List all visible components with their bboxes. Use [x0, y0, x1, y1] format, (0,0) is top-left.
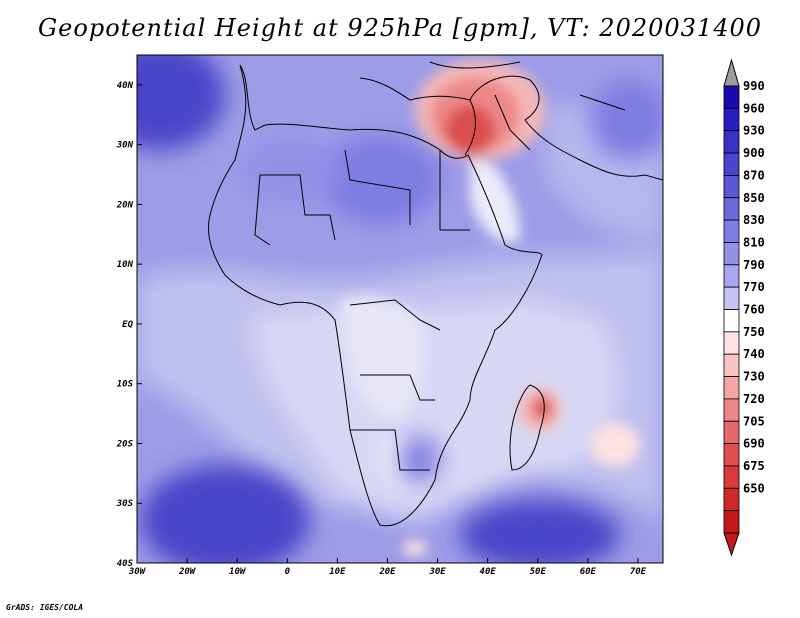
colorbar-level-label: 770 — [743, 280, 765, 294]
border — [360, 374, 435, 401]
colorbar-level-label: 810 — [743, 235, 765, 249]
colorbar-level-label: 750 — [743, 325, 765, 339]
colorbar-level-label: 930 — [743, 124, 765, 138]
border — [344, 149, 411, 225]
border — [494, 94, 531, 151]
colorbar-swatch — [723, 398, 740, 422]
lon-tick-label: 30E — [428, 567, 446, 577]
colorbar-level-label: 650 — [743, 481, 765, 495]
colorbar-swatch — [723, 286, 740, 310]
colorbar-level-label: 690 — [743, 437, 765, 451]
colorbar-level-label: 730 — [743, 370, 765, 384]
colorbar-swatch — [723, 420, 740, 445]
lon-tick-label: 10E — [329, 567, 346, 577]
lon-tick-label: 30W — [128, 567, 147, 577]
colorbar-level-label: 675 — [743, 459, 765, 473]
field-deep-purple — [137, 55, 663, 563]
lat-tick-label: 40N — [117, 81, 134, 91]
lon-tick-label: 0 — [285, 567, 291, 577]
plot-frame — [136, 54, 664, 564]
colorbar-level-label: 720 — [743, 392, 765, 406]
colorbar-swatch — [723, 264, 740, 288]
colorbar-level-label: 830 — [743, 213, 765, 227]
lat-tick-label: 10S — [117, 380, 134, 390]
lat-tick-label: 30N — [116, 141, 134, 151]
credit-text: GrADS: IGES/COLA — [6, 603, 84, 612]
colorbar-swatch — [723, 465, 740, 489]
lat-tick-label: 10N — [117, 260, 134, 270]
colorbar-swatch — [723, 152, 740, 176]
black-sea-coast — [429, 61, 521, 69]
lon-tick-label: 10W — [229, 567, 247, 577]
colorbar-swatch — [723, 443, 740, 467]
colorbar-swatch — [723, 487, 740, 512]
caspian-coast — [579, 94, 626, 111]
colorbar-swatch — [723, 331, 740, 355]
colorbar-level-label: 705 — [743, 414, 765, 428]
coastlines — [207, 61, 663, 527]
border — [254, 174, 271, 246]
colorbar-level-label: 740 — [743, 347, 765, 361]
colorbar-level-label: 900 — [743, 146, 765, 160]
colorbar-swatch — [723, 174, 740, 199]
border — [260, 174, 336, 241]
colorbar-swatch — [723, 85, 740, 109]
colorbar-swatch — [723, 353, 740, 377]
colorbar: 990 960 930 900 870 850 830 810 790 770 760 750 740 7… — [723, 58, 765, 557]
colorbar-swatch — [723, 376, 740, 400]
lon-tick-label: 20E — [378, 567, 396, 577]
mediterranean-coastline — [359, 77, 471, 101]
colorbar-level-label: 990 — [743, 79, 765, 93]
middle-east-coastline — [464, 75, 663, 181]
colorbar-level-label: 870 — [743, 168, 765, 182]
height-field — [137, 55, 663, 563]
lon-tick-label: 50E — [530, 567, 547, 577]
colorbar-top-arrow — [723, 58, 740, 87]
colorbar-swatch — [723, 242, 740, 266]
colorbar-swatch — [723, 107, 740, 132]
field-low-madagascar — [403, 388, 640, 556]
colorbar-level-label: 960 — [743, 101, 765, 115]
lat-tick-label: EQ — [122, 320, 133, 330]
colorbar-bottom-arrow — [723, 532, 740, 557]
border — [349, 299, 441, 331]
border — [350, 429, 430, 471]
lat-tick-label: 40S — [117, 559, 134, 569]
lon-tick-label: 60E — [580, 567, 597, 577]
colorbar-level-label: 850 — [743, 191, 765, 205]
colorbar-swatch — [723, 219, 740, 243]
lon-axis: 30W 20W 10W 0 10E 20E 30E 40E 50E 60E 70E — [128, 558, 647, 577]
lon-tick-label: 40E — [480, 567, 497, 577]
lon-tick-label: 70E — [630, 567, 647, 577]
colorbar-swatch — [723, 510, 740, 534]
lat-axis: 40N 30N 20N 10N EQ 10S 20S 30S 40S — [116, 81, 142, 569]
lat-tick-label: 20S — [116, 439, 134, 449]
lon-tick-label: 20W — [178, 567, 197, 577]
madagascar-coastline — [509, 384, 545, 471]
lat-tick-label: 30S — [116, 499, 134, 509]
colorbar-level-label: 760 — [743, 303, 765, 317]
colorbar-level-label: 790 — [743, 258, 765, 272]
colorbar-swatch — [723, 309, 740, 333]
colorbar-swatch — [723, 130, 740, 154]
map-title: Geopotential Height at 925hPa [gpm], VT:… — [38, 14, 762, 42]
border — [439, 150, 470, 231]
lat-tick-label: 20N — [116, 200, 134, 210]
africa-coastline — [207, 64, 543, 527]
colorbar-swatch — [723, 197, 740, 221]
